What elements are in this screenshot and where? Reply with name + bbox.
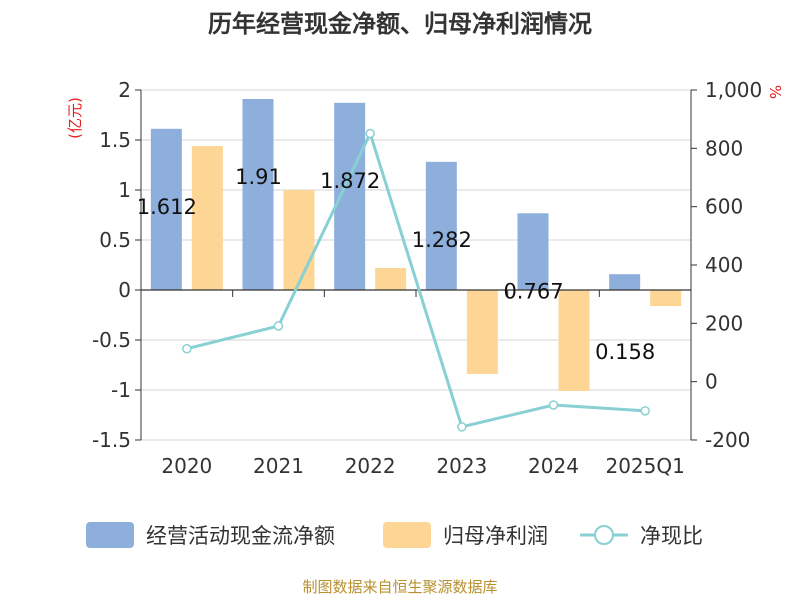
bar-operating-cashflow <box>609 274 641 290</box>
data-label: 1.612 <box>137 195 197 219</box>
ratio-point <box>548 400 559 410</box>
ratio-point <box>182 343 192 354</box>
left-tick-label: 0 <box>118 278 131 302</box>
bar-operating-cashflow <box>517 213 549 290</box>
data-label: 1.872 <box>320 169 380 193</box>
legend-label-profit: 归母净利润 <box>443 524 548 548</box>
bar-operating-cashflow <box>425 161 457 290</box>
right-tick-label: 200 <box>705 311 743 335</box>
legend-swatch-cashflow <box>86 522 134 548</box>
legend-label-cashflow: 经营活动现金流净额 <box>146 524 335 548</box>
chart-title: 历年经营现金净额、归母净利润情况 <box>208 10 592 38</box>
right-tick-label: 0 <box>705 370 718 394</box>
ratio-point <box>273 321 284 331</box>
category-label: 2021 <box>253 454 304 478</box>
data-labels: 1.612 1.91 1.872 1.282 0.767 0.158 <box>137 165 655 364</box>
grid-lines <box>141 89 691 441</box>
data-label: 1.282 <box>412 228 472 252</box>
left-tick-label: 0.5 <box>99 228 131 252</box>
left-tick-label: 2 <box>118 78 131 102</box>
bar-net-profit <box>375 268 407 290</box>
left-tick-label: 1 <box>118 178 131 202</box>
legend-label-ratio: 净现比 <box>640 524 703 548</box>
bar-net-profit <box>283 190 315 290</box>
legend-swatch-ratio-dot <box>594 525 614 545</box>
left-tick-label: -1.5 <box>92 428 131 452</box>
right-tick-label: 400 <box>705 253 743 277</box>
bar-net-profit <box>558 290 590 391</box>
right-tick-label: 1,000 <box>705 78 762 102</box>
data-label: 1.91 <box>235 165 282 189</box>
source-note: 制图数据来自恒生聚源数据库 <box>302 578 497 596</box>
bar-net-profit <box>650 290 682 306</box>
ratio-line <box>182 128 650 432</box>
ratio-point <box>365 128 375 139</box>
bar-operating-cashflow <box>150 128 182 290</box>
bar-net-profit <box>466 290 498 374</box>
bar-net-profit <box>191 146 223 290</box>
left-tick-label: 1.5 <box>99 128 131 152</box>
left-tick-label: -0.5 <box>92 328 131 352</box>
left-tick-label: -1 <box>111 378 131 402</box>
legend: 经营活动现金流净额 归母净利润 净现比 <box>86 522 703 548</box>
ratio-point <box>457 422 467 432</box>
left-axis-unit: (亿元) <box>66 97 84 139</box>
data-label: 0.158 <box>595 340 655 364</box>
ratio-point <box>640 406 650 416</box>
bars <box>150 99 682 391</box>
category-label: 2020 <box>161 454 212 478</box>
category-label: 2023 <box>436 454 487 478</box>
legend-swatch-profit <box>383 522 431 548</box>
ratio-polyline <box>186 129 646 429</box>
right-tick-label: 800 <box>705 136 743 160</box>
category-label: 2024 <box>528 454 579 478</box>
right-tick-label: -200 <box>705 428 750 452</box>
axes <box>135 89 697 441</box>
category-label: 2025Q1 <box>605 454 684 478</box>
bar-operating-cashflow <box>242 99 274 290</box>
tick-labels: 2 1.5 1 0.5 0 -0.5 -1 -1.5 1,000 800 600 400 200 0 -20… <box>92 78 762 478</box>
category-label: 2022 <box>345 454 396 478</box>
right-axis-unit: % <box>766 85 784 99</box>
data-label: 0.767 <box>503 279 563 303</box>
right-tick-label: 600 <box>705 195 743 219</box>
